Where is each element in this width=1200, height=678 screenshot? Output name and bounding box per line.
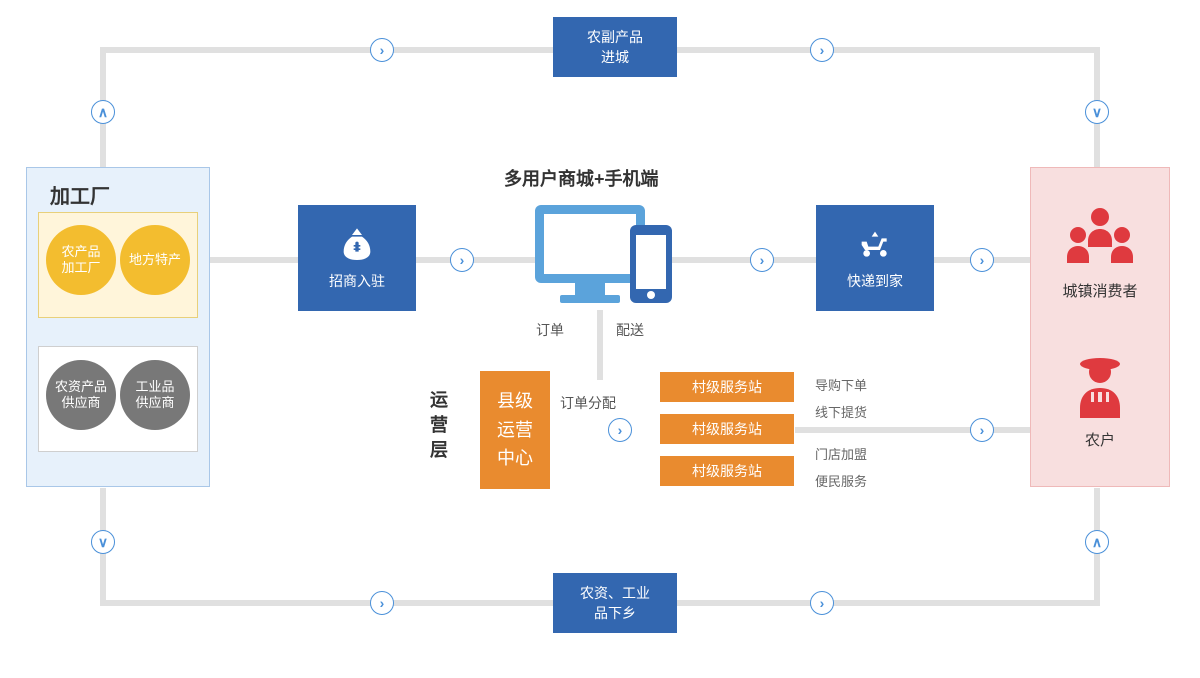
merchant-label: 招商入驻 — [329, 271, 385, 291]
arrow-icon: › — [370, 38, 394, 62]
banner-text: 农资、工业 — [580, 583, 650, 603]
village-station: 村级服务站 — [660, 414, 794, 444]
platform-sub: 配送 — [616, 320, 644, 340]
arrow-icon: ∨ — [91, 530, 115, 554]
delivery-box: 快递到家 — [816, 205, 934, 311]
arrow-icon: ∧ — [91, 100, 115, 124]
platform-title: 多用户商城+手机端 — [504, 165, 659, 191]
top-banner: 农副产品 进城 — [553, 17, 677, 77]
banner-text: 品下乡 — [594, 603, 636, 623]
left-panel-title: 加工厂 — [50, 180, 110, 209]
arrow-icon: › — [970, 418, 994, 442]
yellow-circle: 地方特产 — [120, 225, 190, 295]
banner-text: 农副产品 — [587, 27, 643, 47]
arrow-icon: ∨ — [1085, 100, 1109, 124]
arrow-icon: › — [608, 418, 632, 442]
arrow-icon: › — [450, 248, 474, 272]
arrow-icon: › — [750, 248, 774, 272]
monitor-phone-icon — [520, 195, 680, 315]
farmer-group: 农户 — [1067, 350, 1133, 450]
order-dispatch-label: 订单分配 — [560, 393, 616, 413]
arrow-icon: › — [970, 248, 994, 272]
village-station: 村级服务站 — [660, 456, 794, 486]
merchant-box: 招商入驻 — [298, 205, 416, 311]
station-note: 门店加盟 — [815, 444, 867, 463]
county-center: 县级 运营 中心 — [480, 371, 550, 489]
people-group-icon — [1060, 205, 1140, 271]
right-panel: 城镇消费者 农户 — [1030, 167, 1170, 487]
arrow-icon: › — [810, 38, 834, 62]
village-station: 村级服务站 — [660, 372, 794, 402]
consumer-label: 城镇消费者 — [1060, 280, 1140, 301]
farmer-label: 农户 — [1067, 429, 1133, 450]
money-bag-icon — [337, 225, 377, 265]
flow-line — [795, 427, 1030, 433]
ops-title: 运 营 层 — [430, 388, 448, 464]
farmer-icon — [1067, 350, 1133, 420]
gray-circle: 工业品 供应商 — [120, 360, 190, 430]
scooter-icon — [853, 225, 897, 265]
delivery-label: 快递到家 — [847, 271, 903, 291]
station-note: 线下提货 — [815, 402, 867, 421]
gray-circle: 农资产品 供应商 — [46, 360, 116, 430]
station-note: 导购下单 — [815, 375, 867, 394]
platform-sub: 订单 — [536, 320, 564, 340]
diagram-canvas: ∧ › › ∨ ∨ › › ∧ › › › › › 农副产品 进城 农资、工业 … — [0, 0, 1200, 678]
bottom-banner: 农资、工业 品下乡 — [553, 573, 677, 633]
banner-text: 进城 — [601, 47, 629, 67]
yellow-circle: 农产品 加工厂 — [46, 225, 116, 295]
platform-icon-group — [520, 195, 680, 315]
consumer-group: 城镇消费者 — [1060, 205, 1140, 301]
arrow-icon: ∧ — [1085, 530, 1109, 554]
arrow-icon: › — [370, 591, 394, 615]
station-note: 便民服务 — [815, 471, 867, 490]
flow-line — [597, 310, 603, 380]
arrow-icon: › — [810, 591, 834, 615]
